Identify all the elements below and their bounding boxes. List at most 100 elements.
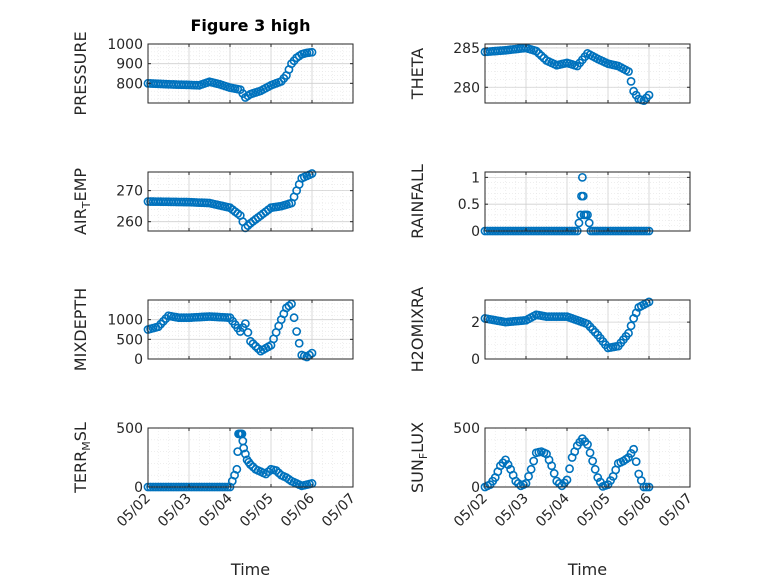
axes-box [484,427,691,488]
y-axis-label-subscript: M [80,441,93,451]
y-tick-label: 280 [453,80,480,96]
x-tick-label: 05/04 [533,490,573,530]
subplot-pressure: 800 900 1000 PRESSURE Figure 3 high [71,16,354,116]
y-axis-label-text: TERR [71,451,90,494]
data-point [549,469,559,478]
y-tick-label: 0 [134,480,143,496]
y-axis-label: THETA [408,48,427,100]
series-markers [480,297,654,353]
axes-box [484,171,691,232]
y-axis-label: H2OMIXRA [408,287,427,373]
x-tick-label: 05/05 [574,491,614,531]
y-tick-label: 900 [116,57,143,73]
data-point [578,191,588,201]
y-tick-label: 0 [471,352,480,368]
y-axis-label: PRESSURE [71,31,90,115]
x-tick-label: 05/02 [114,491,154,531]
y-tick-label: 0 [471,224,480,240]
x-tick-label: 05/07 [656,491,696,531]
data-point [307,47,317,57]
y-axis-label-text: THETA [408,48,427,100]
y-axis-label: TERRMSL [71,422,93,494]
chart-title: Figure 3 high [191,16,311,35]
data-point [583,210,592,220]
y-tick-label: 0.5 [458,197,480,213]
subplot-air_temp: 260 270 AIRTEMP [71,168,354,235]
x-tick-label: 05/06 [615,490,655,530]
data-point [531,46,541,56]
data-point [574,218,584,228]
data-point [560,312,569,321]
data-point [590,464,600,474]
subplot-theta: 280 285 THETA [408,41,691,106]
axes-box [147,299,354,360]
data-point [503,460,513,469]
x-tick-label: 05/05 [237,491,277,531]
data-point [289,313,299,323]
data-point [534,49,544,58]
x-axis-label: Time [567,560,607,579]
y-axis-label-text: PRESSURE [71,31,90,115]
y-tick-label: 0 [134,352,143,368]
data-point [294,338,304,348]
series-markers [143,47,317,102]
y-tick-label: 800 [116,76,143,92]
data-point [629,444,639,454]
y-axis-label-text: AIR [71,208,90,235]
data-point [261,469,271,479]
data-point [240,319,250,328]
x-tick-label: 05/06 [278,490,318,530]
subplot-mixdepth: 0 500 1000 MIXDEPTH [71,288,354,371]
y-axis-label-text: SL [71,422,90,441]
subplot-rainfall: 0 0.5 1 RAINFALL [408,164,691,240]
data-point [624,328,633,338]
data-point [248,339,258,349]
data-point [624,67,633,76]
data-point [583,440,592,449]
series-markers [143,299,317,362]
data-point [565,464,574,474]
subplot-sun_flux: 0 500 05/02 05/03 05/04 05/05 05/06 05/07 Time SU… [408,421,696,579]
y-tick-label: 2 [471,315,480,331]
data-point [292,327,302,336]
data-point [232,464,242,474]
y-axis-label-subscript: T [80,201,93,209]
data-point [243,221,253,230]
y-axis-label: RAINFALL [408,164,427,239]
series-markers [480,43,654,106]
y-axis-label-text: LUX [408,422,427,453]
data-point [271,466,281,475]
data-point [644,90,654,100]
data-point [243,328,253,337]
data-point [251,341,261,351]
axes-box [484,43,691,104]
data-point [246,460,255,469]
data-point [307,169,317,178]
data-point [593,473,603,482]
y-axis-label: MIXDEPTH [71,288,90,371]
data-point [626,321,636,331]
data-point [644,297,654,307]
data-point [536,51,546,61]
y-tick-label: 270 [116,184,143,200]
data-point [239,443,249,453]
data-point [562,475,572,485]
y-tick-label: 500 [116,332,143,348]
subplot-h2omixra: 0 2 H2OMIXRA [408,287,691,373]
data-point [529,456,539,466]
y-axis-label: SUNFLUX [408,422,430,493]
data-point [526,464,536,474]
data-point [547,461,557,471]
data-point [626,76,636,86]
data-point [501,455,510,465]
y-tick-label: 0 [471,480,480,496]
data-point [246,336,255,346]
y-axis-label-text: SUN [408,459,427,493]
y-tick-label: 1000 [107,37,143,53]
data-point [584,218,594,228]
data-point [511,476,521,486]
subplot-terr_msl: 0 500 05/02 05/03 05/04 05/05 05/06 05/07 Time TE… [71,421,359,579]
y-axis-label-text: RAINFALL [408,164,427,239]
plot-area [485,172,690,231]
axes-box [147,43,354,104]
